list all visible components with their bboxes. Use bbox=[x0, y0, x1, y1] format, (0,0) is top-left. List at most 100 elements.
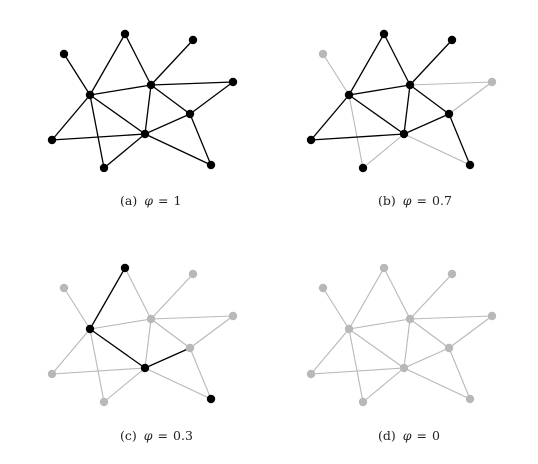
edge-n3-n5 bbox=[150, 273, 194, 320]
edge-n4-n8 bbox=[310, 328, 350, 375]
node-n7 bbox=[399, 363, 409, 373]
edge-n6-n10 bbox=[448, 347, 471, 400]
caption-b: (b) φ = 0.7 bbox=[378, 193, 452, 208]
panel-d bbox=[306, 263, 497, 407]
edge-n7-n8 bbox=[310, 367, 405, 375]
edge-n5-n6 bbox=[409, 315, 493, 320]
edge-n2-n5 bbox=[124, 33, 152, 86]
edge-n2-n5 bbox=[124, 267, 152, 320]
edge-n5-n9_skip bbox=[409, 84, 450, 115]
node-n6 bbox=[228, 311, 238, 321]
edge-n7-n10b bbox=[403, 113, 450, 135]
phi-symbol: φ bbox=[144, 428, 153, 443]
node-n1 bbox=[318, 283, 328, 293]
node-n5 bbox=[146, 314, 156, 324]
edge-n5-n7 bbox=[403, 318, 411, 369]
edge-n5-n7 bbox=[403, 84, 411, 135]
node-n11 bbox=[444, 343, 454, 353]
edge-n5-n7 bbox=[144, 84, 152, 135]
edge-n5-n6 bbox=[150, 315, 234, 320]
phi-value: 0.7 bbox=[432, 193, 452, 208]
node-n5 bbox=[405, 80, 415, 90]
equals-sign: = bbox=[158, 428, 168, 443]
node-n11 bbox=[185, 343, 195, 353]
node-n5 bbox=[405, 314, 415, 324]
edge-n5-n9_skip bbox=[150, 318, 191, 349]
edge-n6-n7 bbox=[448, 81, 493, 115]
edge-n7-n8 bbox=[51, 367, 146, 375]
node-n10 bbox=[206, 394, 216, 404]
edge-n2-n4 bbox=[89, 33, 126, 96]
edge-n4-n8 bbox=[310, 94, 350, 141]
edge-n4-n7 bbox=[89, 94, 146, 135]
edge-n1-n4 bbox=[322, 53, 350, 96]
node-n7 bbox=[399, 129, 409, 139]
node-n4 bbox=[85, 90, 95, 100]
edge-n7-n10 bbox=[403, 367, 471, 400]
edge-n4-n5 bbox=[89, 318, 152, 330]
edge-n5-n9_skip bbox=[150, 84, 191, 115]
node-n9 bbox=[99, 397, 109, 407]
edge-n7-n10b bbox=[144, 113, 191, 135]
node-n4 bbox=[344, 90, 354, 100]
caption-label: (a) bbox=[120, 193, 137, 208]
node-n8 bbox=[47, 135, 57, 145]
equals-sign: = bbox=[158, 193, 168, 208]
phi-symbol: φ bbox=[403, 193, 412, 208]
node-n6 bbox=[487, 311, 497, 321]
panel-c bbox=[47, 263, 238, 407]
equals-sign: = bbox=[417, 193, 427, 208]
node-n3 bbox=[188, 35, 198, 45]
caption-label: (d) bbox=[378, 428, 396, 443]
edge-n4-n5 bbox=[348, 84, 411, 96]
edge-n4-n5 bbox=[348, 318, 411, 330]
edge-n2-n5 bbox=[383, 267, 411, 320]
node-n10 bbox=[206, 160, 216, 170]
node-n4 bbox=[344, 324, 354, 334]
edge-n7-n10 bbox=[144, 133, 212, 166]
edge-n4-n9 bbox=[89, 94, 105, 169]
node-n3 bbox=[447, 35, 457, 45]
caption-a: (a) φ = 1 bbox=[120, 193, 181, 208]
node-n5 bbox=[146, 80, 156, 90]
edge-n9-n7 bbox=[362, 367, 405, 403]
equals-sign: = bbox=[417, 428, 427, 443]
edge-n6-n10 bbox=[189, 347, 212, 400]
edge-n4-n5 bbox=[89, 84, 152, 96]
edge-n7-n10 bbox=[403, 133, 471, 166]
edge-n4-n8 bbox=[51, 94, 91, 141]
node-n4 bbox=[85, 324, 95, 334]
edge-n2-n4 bbox=[348, 33, 385, 96]
edge-n4-n8 bbox=[51, 328, 91, 375]
edge-n2-n4 bbox=[348, 267, 385, 330]
edge-n7-n8 bbox=[51, 133, 146, 141]
edge-n2-n4 bbox=[89, 267, 126, 330]
edge-n5-n9_skip bbox=[409, 318, 450, 349]
node-n2 bbox=[120, 263, 130, 273]
edge-n9-n7 bbox=[103, 133, 146, 169]
node-n1 bbox=[59, 49, 69, 59]
edge-n1-n4 bbox=[63, 287, 91, 330]
edge-n3-n5 bbox=[409, 39, 453, 86]
phi-symbol: φ bbox=[144, 193, 153, 208]
node-n2 bbox=[379, 263, 389, 273]
edge-n4-n9 bbox=[348, 94, 364, 169]
node-n9 bbox=[358, 397, 368, 407]
node-n1 bbox=[59, 283, 69, 293]
node-n11 bbox=[185, 109, 195, 119]
edge-n4-n7 bbox=[89, 328, 146, 369]
edge-n7-n10b bbox=[403, 347, 450, 369]
node-n8 bbox=[47, 369, 57, 379]
caption-label: (c) bbox=[120, 428, 137, 443]
node-n6 bbox=[487, 77, 497, 87]
edge-n5-n6 bbox=[150, 81, 234, 86]
node-n11 bbox=[444, 109, 454, 119]
edge-n2-n5 bbox=[383, 33, 411, 86]
phi-value: 0 bbox=[432, 428, 440, 443]
node-n7 bbox=[140, 363, 150, 373]
node-n8 bbox=[306, 135, 316, 145]
edge-n5-n6 bbox=[409, 81, 493, 86]
edge-n6-n10 bbox=[189, 113, 212, 166]
edge-n4-n7 bbox=[348, 328, 405, 369]
